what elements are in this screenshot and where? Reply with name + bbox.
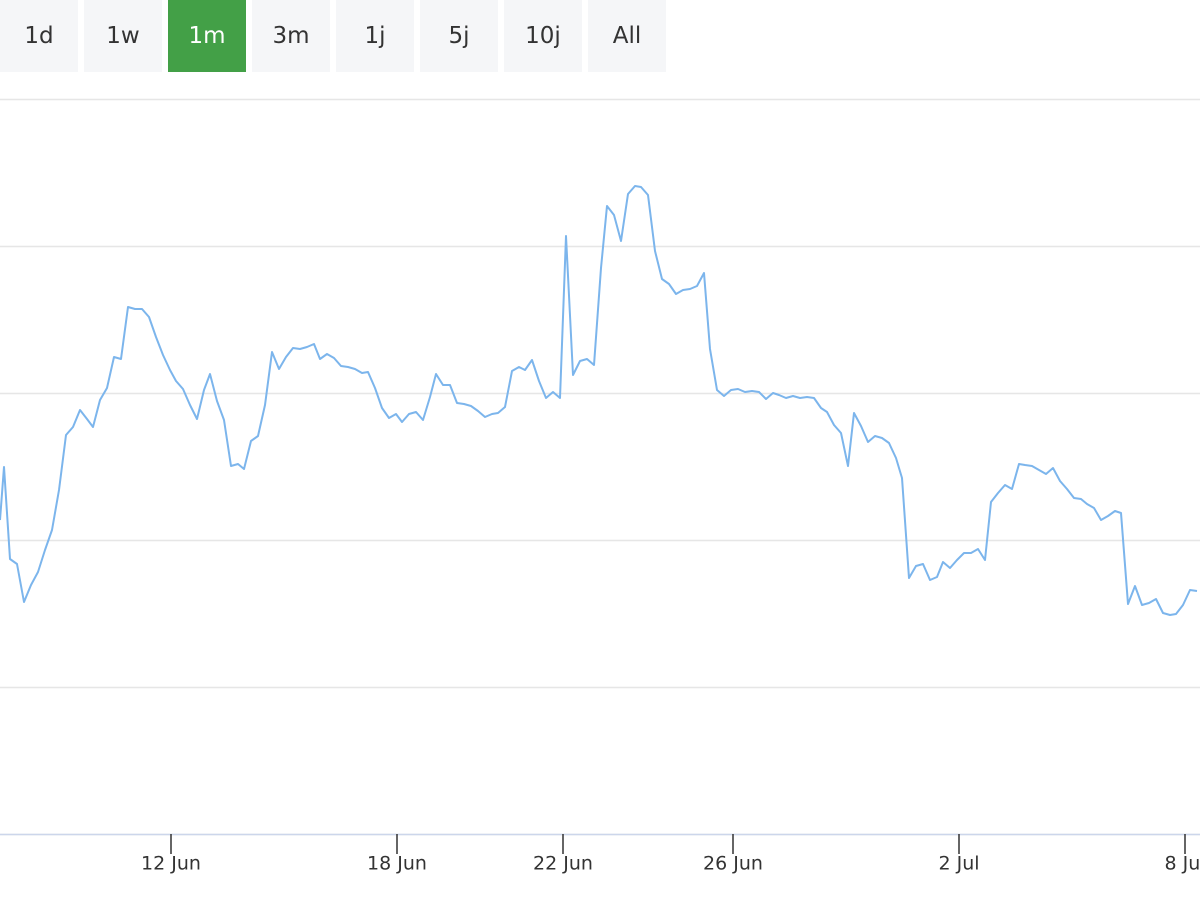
range-button[interactable]: 5j [420, 0, 498, 72]
range-button[interactable]: 1d [0, 0, 78, 72]
x-tick-label: 26 Jun [703, 853, 763, 875]
x-tick-label: 8 Jul [1164, 853, 1200, 875]
x-tick-label: 12 Jun [141, 853, 201, 875]
range-button[interactable]: 10j [504, 0, 582, 72]
range-button[interactable]: All [588, 0, 666, 72]
range-button[interactable]: 1w [84, 0, 162, 72]
range-button[interactable]: 1j [336, 0, 414, 72]
range-button[interactable]: 3m [252, 0, 330, 72]
range-button[interactable]: 1m [168, 0, 246, 72]
x-tick-label: 22 Jun [533, 853, 593, 875]
x-tick-label: 18 Jun [367, 853, 427, 875]
x-tick-label: 2 Jul [938, 853, 979, 875]
price-line [0, 185, 1198, 616]
